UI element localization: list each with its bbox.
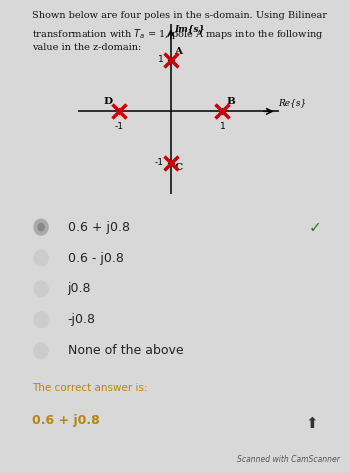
Text: B: B <box>226 97 235 106</box>
Text: 0.6 + j0.8: 0.6 + j0.8 <box>68 220 130 234</box>
Ellipse shape <box>34 250 48 266</box>
Text: -1: -1 <box>115 122 124 131</box>
Text: j0.8: j0.8 <box>68 282 91 296</box>
Text: Scanned with CamScanner: Scanned with CamScanner <box>237 455 340 464</box>
Ellipse shape <box>34 312 48 328</box>
Text: Shown below are four poles in the s-domain. Using Bilinear: Shown below are four poles in the s-doma… <box>32 11 327 20</box>
Text: 0.6 - j0.8: 0.6 - j0.8 <box>68 252 124 264</box>
Text: The correct answer is:: The correct answer is: <box>32 383 147 393</box>
Text: 1: 1 <box>158 55 164 64</box>
Ellipse shape <box>38 224 44 231</box>
Text: -1: -1 <box>155 158 164 167</box>
Ellipse shape <box>34 343 48 359</box>
Text: 1: 1 <box>219 122 225 131</box>
Text: Im{s}: Im{s} <box>174 25 204 34</box>
Text: D: D <box>104 97 113 106</box>
Text: ⬆: ⬆ <box>306 416 318 431</box>
Text: A: A <box>174 47 182 56</box>
Text: Re{s}: Re{s} <box>278 98 306 107</box>
Text: transformation with $T_a$ = 1, pole A maps into the following: transformation with $T_a$ = 1, pole A ma… <box>32 27 323 41</box>
Text: -j0.8: -j0.8 <box>68 313 96 326</box>
Text: None of the above: None of the above <box>68 344 183 357</box>
Text: value in the z-domain:: value in the z-domain: <box>32 44 141 53</box>
Ellipse shape <box>34 281 48 297</box>
Text: ✓: ✓ <box>309 219 321 235</box>
Text: C: C <box>174 163 182 172</box>
Text: 0.6 + j0.8: 0.6 + j0.8 <box>32 414 99 427</box>
Ellipse shape <box>34 219 48 235</box>
